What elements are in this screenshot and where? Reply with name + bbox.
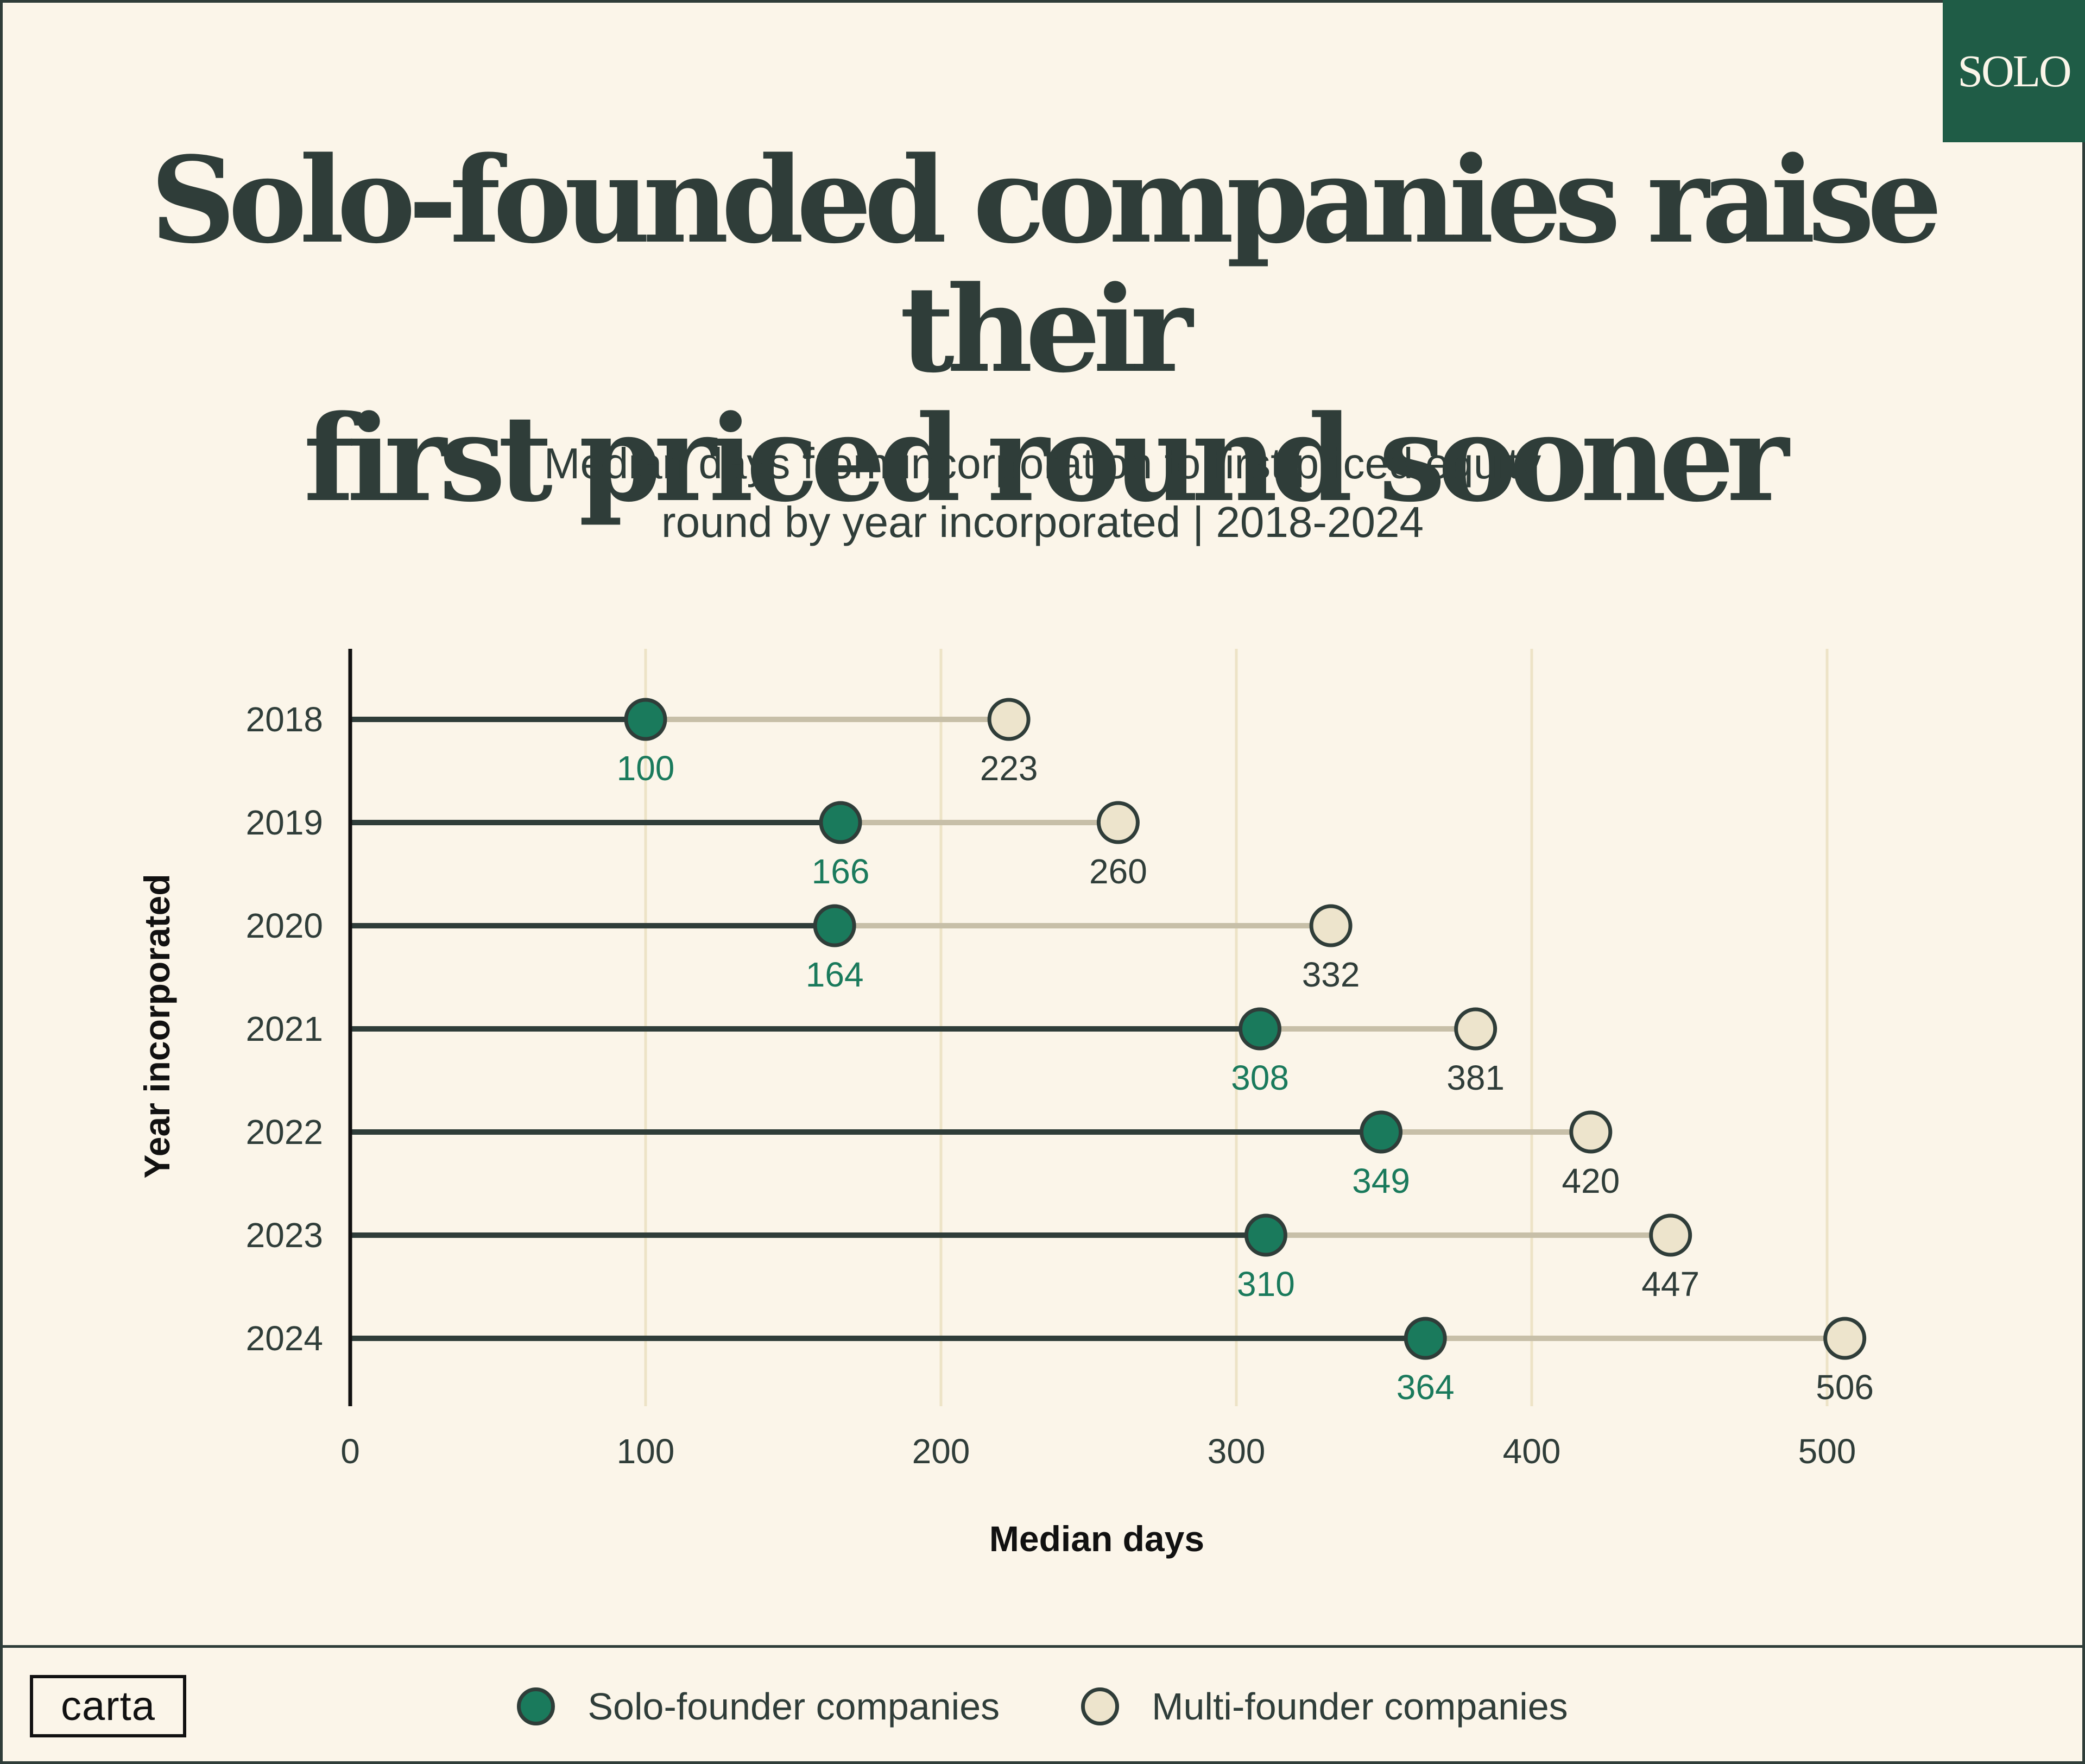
multi-value-label-2020: 332	[1302, 955, 1360, 994]
row-2024: 2024 364 506	[246, 1317, 1874, 1407]
multi-value-label-2023: 447	[1641, 1264, 1699, 1304]
chart-rows: 2018 100 223 2019 166 260 2020 164 332 2021 308 381…	[246, 698, 1874, 1407]
subtitle-line-2: round by year incorporated | 2018-2024	[661, 498, 1424, 546]
solo-point-2023	[1244, 1213, 1287, 1257]
x-tick-label-500: 500	[1798, 1432, 1856, 1471]
solo-value-label-2020: 164	[806, 955, 864, 994]
y-tick-label-2019: 2019	[246, 803, 323, 842]
solo-value-label-2022: 349	[1352, 1161, 1410, 1200]
carta-logo: carta	[30, 1675, 186, 1737]
legend-item-multi: Multi-founder companies	[1081, 1685, 1568, 1728]
footer-divider	[0, 1645, 2085, 1648]
y-tick-label-2023: 2023	[246, 1216, 323, 1255]
x-tick-label-200: 200	[912, 1432, 970, 1471]
solo-point-2020	[813, 904, 856, 947]
brand-text: carta	[61, 1683, 155, 1729]
dumbbell-chart: 2018 100 223 2019 166 260 2020 164 332 2021 308 381…	[137, 649, 1874, 1559]
x-tick-label-300: 300	[1208, 1432, 1266, 1471]
y-tick-label-2020: 2020	[246, 906, 323, 945]
legend-label-solo: Solo-founder companies	[587, 1685, 1000, 1728]
y-tick-label-2021: 2021	[246, 1009, 323, 1048]
subtitle: Median days from incorporation to first …	[0, 434, 2085, 552]
row-2019: 2019 166 260	[246, 801, 1147, 891]
solo-point-2019	[819, 801, 862, 844]
solo-value-label-2024: 364	[1397, 1368, 1455, 1407]
row-2018: 2018 100 223	[246, 698, 1038, 788]
solo-value-label-2023: 310	[1237, 1264, 1295, 1304]
row-2022: 2022 349 420	[246, 1110, 1620, 1200]
row-2020: 2020 164 332	[246, 904, 1360, 994]
multi-point-2024	[1823, 1317, 1867, 1360]
axes: 0 100 200 300 400 500	[340, 649, 1856, 1471]
x-tick-label-400: 400	[1503, 1432, 1561, 1471]
solo-point-2022	[1360, 1110, 1403, 1154]
title-line-2: first priced round sooner	[304, 389, 1789, 528]
multi-value-label-2019: 260	[1089, 852, 1147, 891]
y-axis-title: Year incorporated	[137, 874, 177, 1178]
multi-point-2022	[1569, 1110, 1613, 1154]
x-tick-label-100: 100	[617, 1432, 675, 1471]
multi-point-2019	[1096, 801, 1140, 844]
title-line-1: Solo-founded companies raise their	[150, 131, 1943, 399]
legend-label-multi: Multi-founder companies	[1152, 1685, 1568, 1728]
y-tick-label-2018: 2018	[246, 700, 323, 739]
x-tick-label-0: 0	[340, 1432, 360, 1471]
multi-point-2021	[1454, 1007, 1498, 1051]
solo-value-label-2018: 100	[617, 749, 675, 788]
legend-swatch-solo	[517, 1687, 555, 1725]
multi-value-label-2024: 506	[1816, 1368, 1874, 1407]
multi-point-2020	[1309, 904, 1353, 947]
solo-value-label-2021: 308	[1231, 1058, 1289, 1097]
solo-point-2024	[1404, 1317, 1447, 1360]
badge-text: SOLO	[1957, 46, 2071, 97]
subtitle-line-1: Median days from incorporation to first …	[544, 439, 1541, 488]
multi-value-label-2018: 223	[980, 749, 1038, 788]
multi-point-2018	[987, 698, 1031, 741]
multi-point-2023	[1649, 1213, 1692, 1257]
legend: Solo-founder companies Multi-founder com…	[0, 1671, 2085, 1742]
solo-badge: SOLO	[1943, 0, 2085, 142]
x-axis-title: Median days	[989, 1519, 1204, 1559]
solo-value-label-2019: 166	[812, 852, 870, 891]
solo-point-2021	[1239, 1007, 1282, 1051]
multi-value-label-2022: 420	[1562, 1161, 1620, 1200]
legend-swatch-multi	[1081, 1687, 1120, 1725]
y-tick-label-2022: 2022	[246, 1112, 323, 1152]
legend-item-solo: Solo-founder companies	[517, 1685, 1000, 1728]
solo-point-2018	[624, 698, 667, 741]
y-tick-label-2024: 2024	[246, 1319, 323, 1358]
multi-value-label-2021: 381	[1446, 1058, 1505, 1097]
row-2021: 2021 308 381	[246, 1007, 1505, 1097]
row-2023: 2023 310 447	[246, 1213, 1699, 1304]
page-title: Solo-founded companies raise their first…	[0, 136, 2085, 523]
